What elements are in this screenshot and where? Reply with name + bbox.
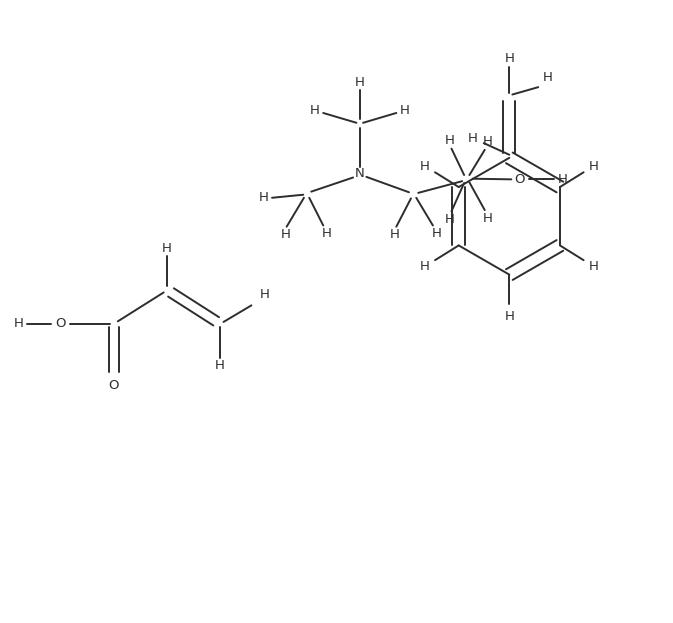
Text: H: H: [468, 131, 478, 145]
Text: H: H: [281, 228, 290, 241]
Text: H: H: [215, 359, 225, 372]
Text: H: H: [420, 260, 430, 273]
Text: H: H: [542, 72, 553, 85]
Text: O: O: [55, 317, 66, 330]
Text: H: H: [355, 76, 365, 88]
Text: H: H: [445, 134, 454, 147]
Text: H: H: [322, 227, 332, 240]
Text: H: H: [557, 173, 567, 186]
Text: H: H: [260, 288, 270, 301]
Text: H: H: [162, 242, 172, 255]
Text: N: N: [355, 167, 365, 179]
Text: H: H: [310, 104, 320, 117]
Text: O: O: [514, 173, 524, 186]
Text: H: H: [431, 227, 441, 240]
Text: H: H: [483, 212, 493, 224]
Text: H: H: [14, 317, 24, 330]
Text: H: H: [504, 52, 514, 65]
Text: H: H: [483, 135, 493, 148]
Text: H: H: [504, 310, 514, 323]
Text: H: H: [446, 213, 455, 226]
Text: H: H: [589, 159, 598, 173]
Text: H: H: [400, 104, 410, 117]
Text: H: H: [258, 191, 269, 204]
Text: H: H: [390, 228, 400, 241]
Text: H: H: [420, 159, 430, 173]
Text: O: O: [108, 379, 119, 392]
Text: H: H: [589, 260, 598, 273]
